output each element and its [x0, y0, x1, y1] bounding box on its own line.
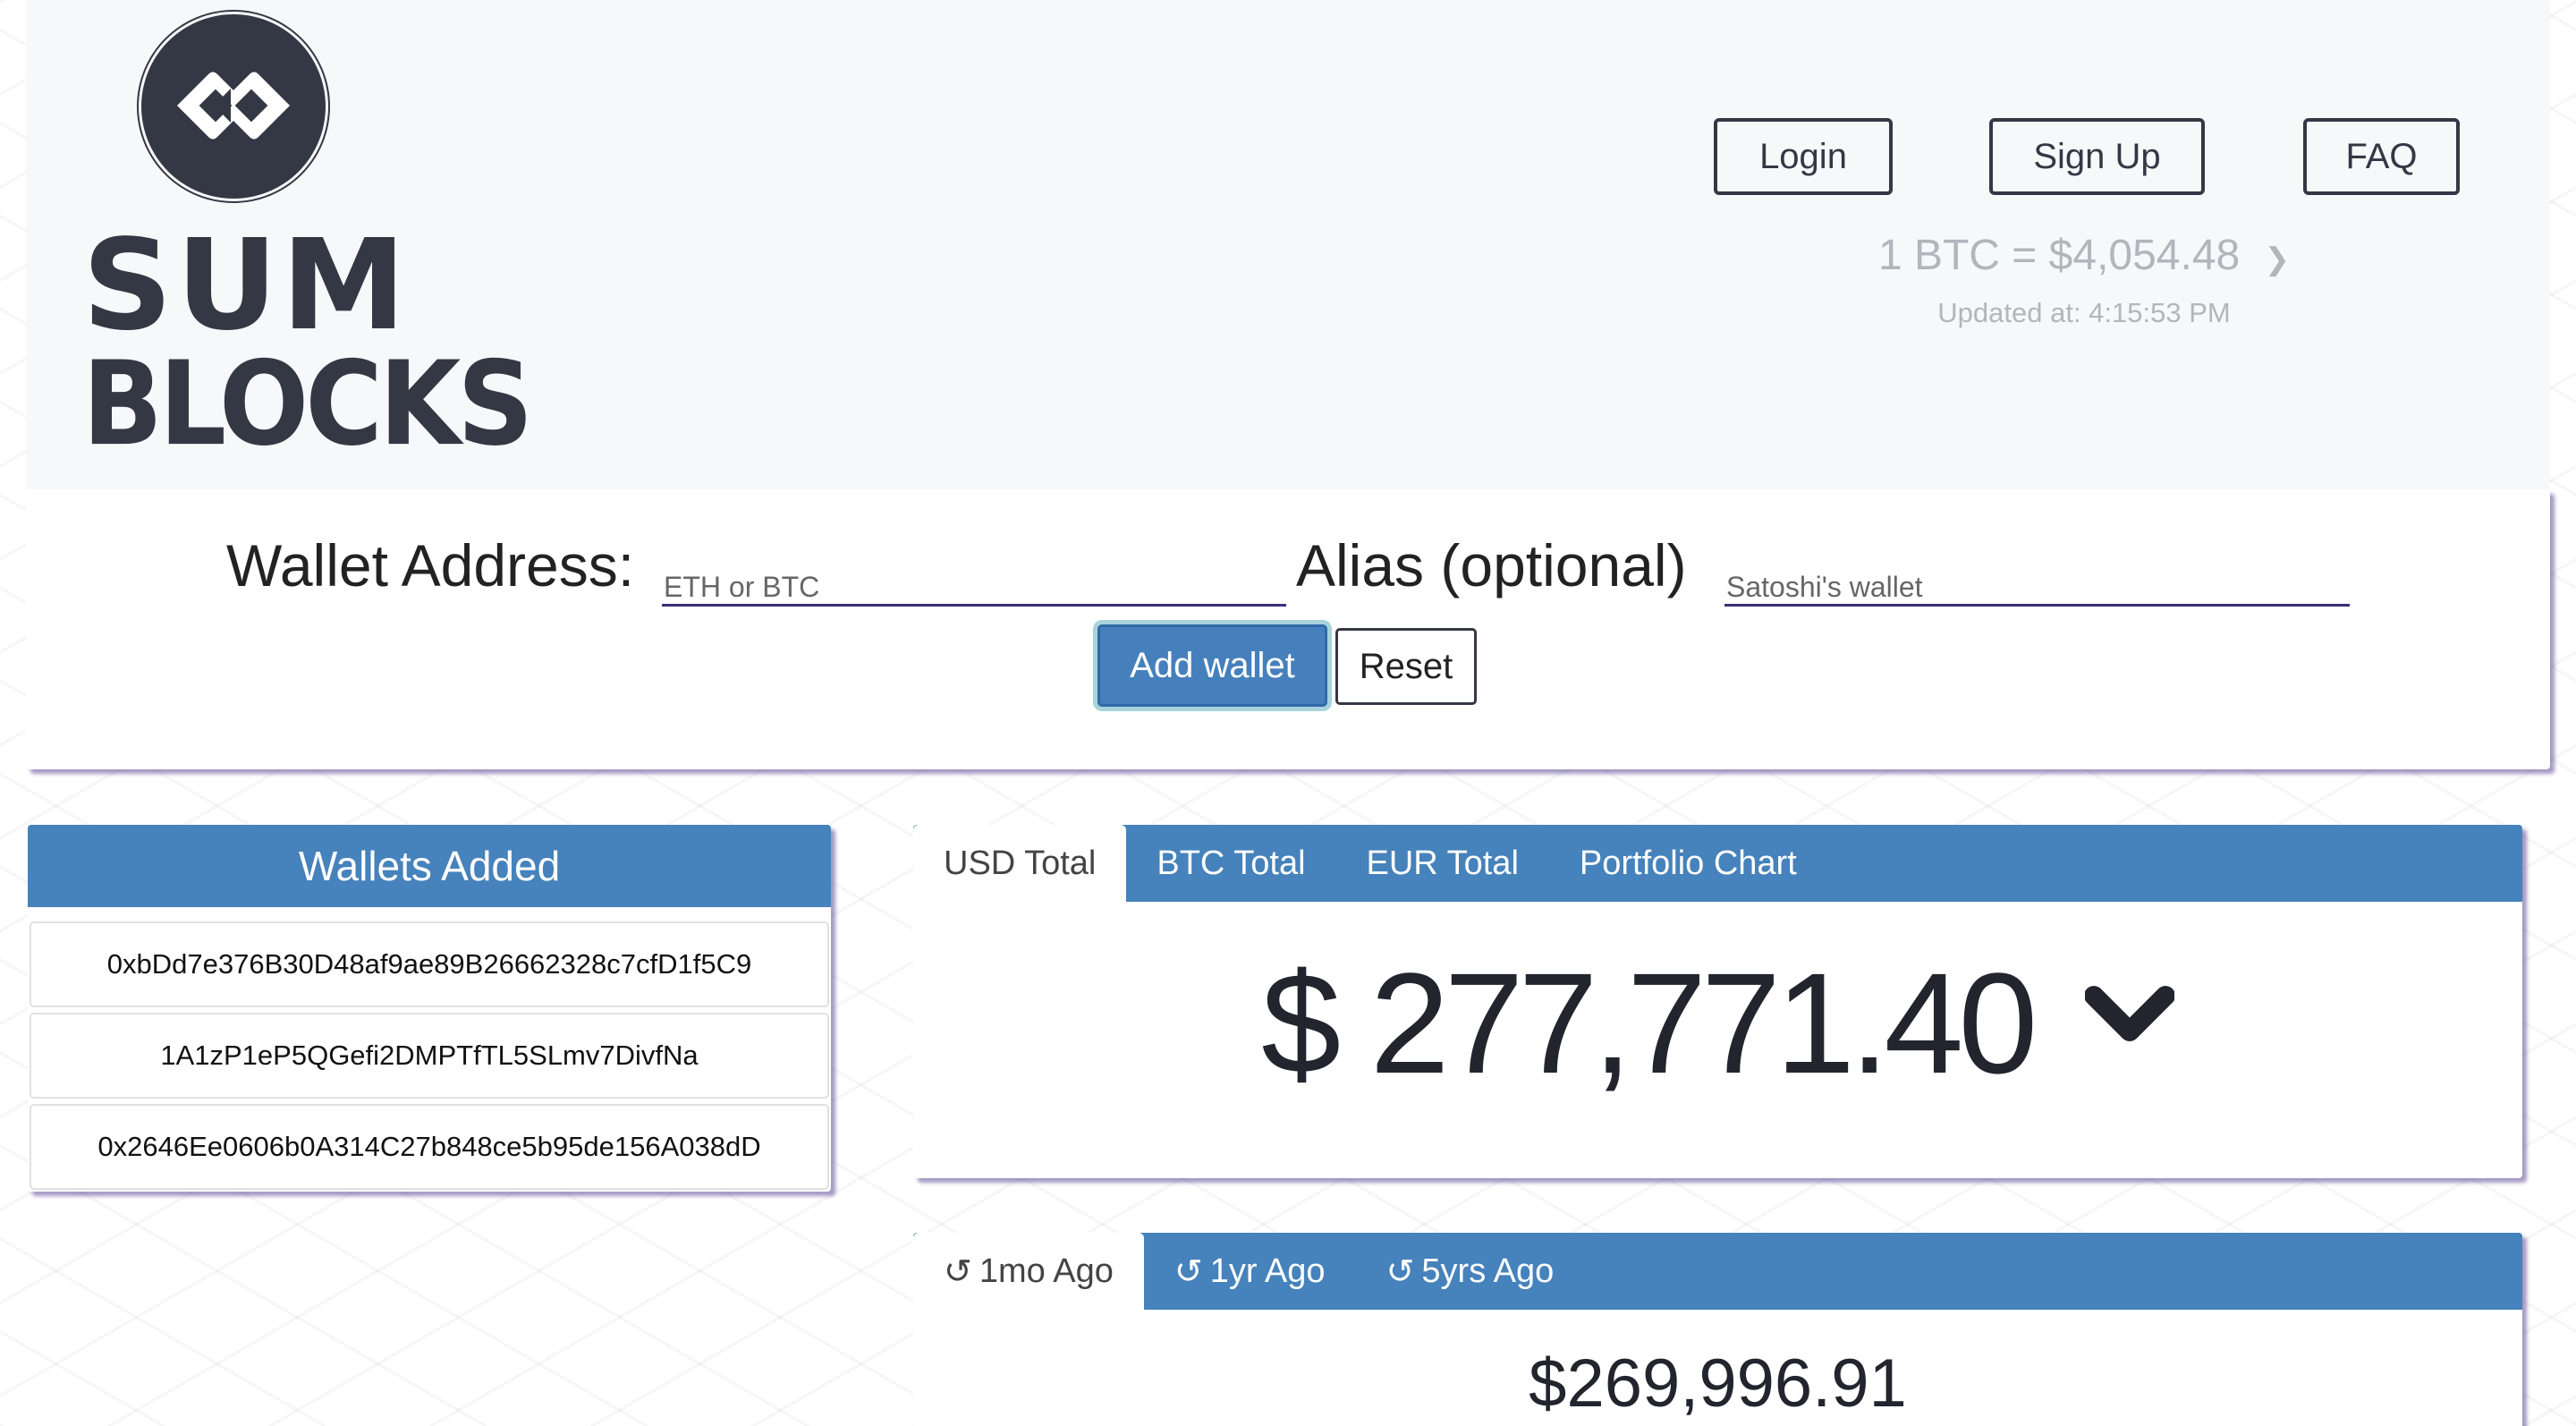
- history-icon: ↺: [1385, 1252, 1415, 1291]
- btc-rate-text: 1 BTC = $4,054.48: [1877, 232, 2241, 279]
- history-value: $269,996.91: [1529, 1345, 1907, 1422]
- add-wallet-button[interactable]: Add wallet: [1097, 624, 1327, 707]
- tab-5yrs-ago[interactable]: ↺ 5yrs Ago: [1356, 1233, 1585, 1310]
- total-value-dropdown[interactable]: $ 277,771.40: [913, 941, 2522, 1106]
- alias-label: Alias (optional): [1296, 532, 1687, 598]
- wallets-title: Wallets Added: [28, 825, 831, 907]
- tab-1mo-ago[interactable]: ↺ 1mo Ago: [913, 1233, 1144, 1310]
- logo-line-blocks: BLOCKS: [82, 335, 533, 471]
- wallet-item[interactable]: 0x2646Ee0606b0A314C27b848ce5b95de156A038…: [30, 1104, 829, 1190]
- wallet-item[interactable]: 0xbDd7e376B30D48af9ae89B26662328c7cfD1f5…: [30, 921, 829, 1007]
- tab-label: 1yr Ago: [1209, 1252, 1326, 1290]
- faq-button[interactable]: FAQ: [2303, 118, 2460, 195]
- reset-button[interactable]: Reset: [1335, 628, 1477, 705]
- chevron-down-icon: [2083, 986, 2175, 1041]
- history-tabs: ↺ 1mo Ago ↺ 1yr Ago ↺ 5yrs Ago: [913, 1233, 2522, 1310]
- tab-usd-total[interactable]: USD Total: [913, 825, 1127, 902]
- wallets-panel: Wallets Added 0xbDd7e376B30D48af9ae89B26…: [28, 825, 831, 1192]
- signup-button[interactable]: Sign Up: [1989, 118, 2205, 195]
- wallet-item[interactable]: 1A1zP1eP5QGefi2DMPTfTL5SLmv7DivfNa: [30, 1013, 829, 1099]
- history-icon: ↺: [1174, 1252, 1203, 1291]
- tab-label: 1mo Ago: [979, 1252, 1114, 1290]
- wallet-address-label: Wallet Address:: [226, 532, 635, 598]
- totals-tabs: USD Total BTC Total EUR Total Portfolio …: [913, 825, 2522, 902]
- logo-wordmark: SUM BLOCKS: [82, 213, 533, 462]
- login-button[interactable]: Login: [1714, 118, 1893, 195]
- tab-eur-total[interactable]: EUR Total: [1366, 844, 1519, 882]
- tab-btc-total[interactable]: BTC Total: [1157, 844, 1306, 882]
- tab-portfolio-chart[interactable]: Portfolio Chart: [1579, 844, 1797, 882]
- totals-panel: USD Total BTC Total EUR Total Portfolio …: [913, 825, 2522, 1178]
- history-panel: ↺ 1mo Ago ↺ 1yr Ago ↺ 5yrs Ago $269,996.91: [913, 1233, 2522, 1426]
- alias-input[interactable]: [1724, 560, 2350, 607]
- tab-1yr-ago[interactable]: ↺ 1yr Ago: [1144, 1233, 1356, 1310]
- updated-time: Updated at: 4:15:53 PM: [1937, 297, 2231, 328]
- wallet-address-input[interactable]: [662, 560, 1286, 607]
- chevron-down-icon: ❯: [2264, 242, 2291, 276]
- history-icon: ↺: [944, 1252, 972, 1291]
- logo-icon: [141, 14, 326, 199]
- tab-label: 5yrs Ago: [1421, 1252, 1555, 1290]
- logo-line-sum: SUM: [82, 213, 410, 359]
- header: [26, 0, 2550, 489]
- btc-rate-dropdown[interactable]: 1 BTC = $4,054.48 ❯: [1816, 231, 2352, 280]
- total-value: $ 277,771.40: [1261, 943, 2038, 1103]
